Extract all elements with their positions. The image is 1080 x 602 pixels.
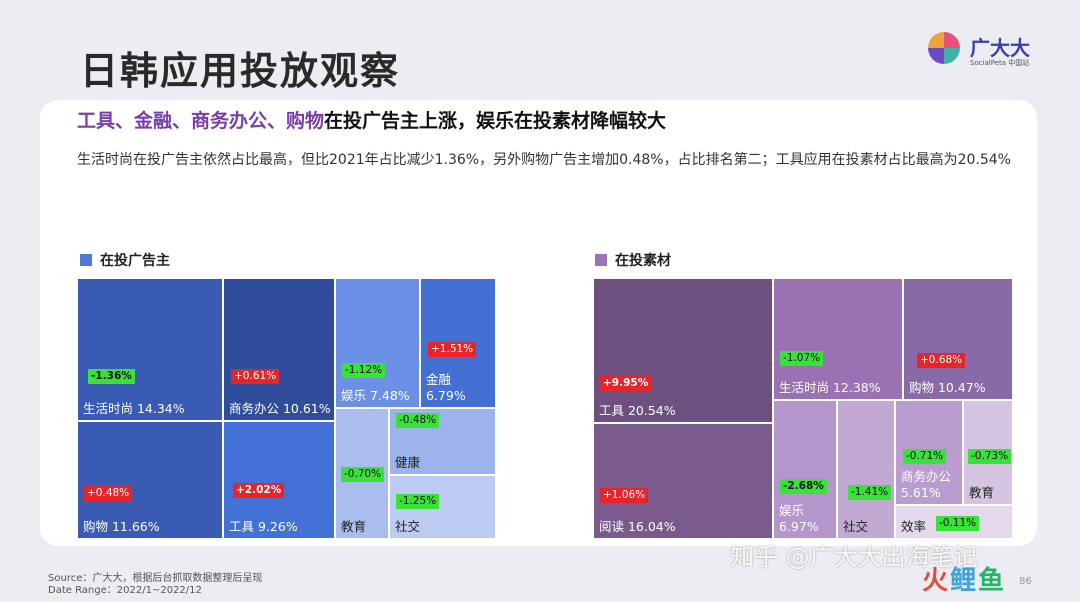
treemap-cell-label-line: 工具 9.26% xyxy=(229,519,298,534)
change-badge: -2.68% xyxy=(780,479,827,494)
treemap-cell-label: 教育 xyxy=(969,485,994,501)
treemap-cell: 教育 -0.73% xyxy=(963,400,1013,505)
change-badge: -0.70% xyxy=(341,467,385,482)
source-note: Source：广大大，根据后台抓取数据整理后呈现 Date Range：2022… xyxy=(48,573,262,597)
change-badge: -0.48% xyxy=(396,413,440,428)
treemap-cell: 商务办公 5.61% -0.71% xyxy=(895,400,963,505)
change-badge: -0.71% xyxy=(903,449,947,464)
treemap-cell-label: 商务办公 5.61% xyxy=(901,469,951,501)
treemap-cell-label: 教育 xyxy=(341,519,366,535)
treemap-cell-label: 效率 xyxy=(901,519,926,535)
treemap-cell: 健康 -0.48% xyxy=(389,408,496,475)
treemap-cell-label-line: 社交 xyxy=(395,519,421,534)
treemap-cell: 社交 -1.41% xyxy=(837,400,895,539)
treemap-cell-label: 工具 9.26% xyxy=(229,519,298,535)
legend-advertisers: 在投广告主 xyxy=(80,250,170,270)
logo-sub-text: SocialPeta 中国站 xyxy=(970,59,1030,67)
legend-label-advertisers: 在投广告主 xyxy=(100,253,170,269)
change-badge: +1.51% xyxy=(428,342,477,357)
treemap-cell-label-line: 购物 11.66% xyxy=(83,519,160,534)
change-badge: -1.36% xyxy=(88,369,135,384)
treemap-cell: 购物 10.47% +0.68% xyxy=(903,278,1013,400)
treemap-cell-label-line: 6.79% xyxy=(426,388,466,403)
legend-label-creatives: 在投素材 xyxy=(615,253,671,269)
change-badge: +0.61% xyxy=(231,369,280,384)
change-badge: +0.48% xyxy=(84,486,133,501)
treemap-cell-label: 商务办公 10.61% xyxy=(229,401,331,417)
treemap-cell-label-line: 阅读 16.04% xyxy=(599,519,676,534)
treemap-cell-label-line: 娱乐 7.48% xyxy=(341,388,410,403)
treemap-cell-label: 社交 xyxy=(395,519,420,535)
treemap-cell-label: 生活时尚 12.38% xyxy=(779,380,881,396)
watermark-logo: 火鲤鱼 xyxy=(922,566,1007,596)
treemap-cell: 金融 6.79% +1.51% xyxy=(420,278,496,408)
treemap-cell: 效率 -0.11% xyxy=(895,505,1013,539)
treemap-cell: 生活时尚 12.38% -1.07% xyxy=(773,278,903,400)
treemap-cell-label-line: 5.61% xyxy=(901,485,941,500)
treemap-cell: 生活时尚 14.34% -1.36% xyxy=(77,278,223,421)
legend-creatives: 在投素材 xyxy=(595,250,671,270)
treemap-cell-label-line: 商务办公 10.61% xyxy=(229,401,331,416)
treemap-cell-label-line: 金融 xyxy=(426,372,452,387)
treemap-cell-label-line: 社交 xyxy=(843,519,869,534)
treemap-cell: 阅读 16.04% +1.06% xyxy=(593,423,773,539)
treemap-cell-label: 工具 20.54% xyxy=(599,403,676,419)
treemap-cell-label: 购物 11.66% xyxy=(83,519,160,535)
treemap-cell-label: 阅读 16.04% xyxy=(599,519,676,535)
treemap-cell-label: 社交 xyxy=(843,519,868,535)
treemap-cell: 购物 11.66% +0.48% xyxy=(77,421,223,539)
treemap-cell: 商务办公 10.61% +0.61% xyxy=(223,278,335,421)
treemap-cell-label-line: 工具 20.54% xyxy=(599,403,676,418)
treemap-cell-label-line: 生活时尚 12.38% xyxy=(779,380,881,395)
brand-logo: 广大大 SocialPeta 中国站 xyxy=(926,30,1056,70)
treemap-cell: 娱乐 7.48% -1.12% xyxy=(335,278,420,408)
treemap-advertisers: 生活时尚 14.34% -1.36% 购物 11.66% +0.48% 商务办公 10.… xyxy=(77,278,496,539)
headline: 工具、金融、商务办公、购物在投广告主上涨，娱乐在投素材降幅较大 xyxy=(77,106,666,133)
treemap-cell-label: 娱乐 6.97% xyxy=(779,503,819,535)
treemap-cell-label-line: 商务办公 xyxy=(901,469,952,484)
change-badge: +1.06% xyxy=(600,488,649,503)
treemap-cell-label-line: 娱乐 xyxy=(779,503,805,518)
change-badge: +0.68% xyxy=(917,353,966,368)
change-badge: +9.95% xyxy=(600,376,652,391)
treemap-cell: 工具 9.26% +2.02% xyxy=(223,421,335,539)
change-badge: -1.07% xyxy=(780,351,824,366)
source-line-1: Source：广大大，根据后台抓取数据整理后呈现 xyxy=(48,573,263,584)
headline-highlight: 工具、金融、商务办公、购物 xyxy=(77,110,325,132)
treemap-cell: 社交 -1.25% xyxy=(389,475,496,539)
watermark-text: 知乎 @广大大出海笔记 xyxy=(730,543,978,571)
treemap-cell-label: 娱乐 7.48% xyxy=(341,388,410,404)
change-badge: +2.02% xyxy=(233,483,285,498)
treemap-creatives: 工具 20.54% +9.95% 阅读 16.04% +1.06% 生活时尚 12.38… xyxy=(593,278,1013,539)
treemap-cell-label: 金融 6.79% xyxy=(426,372,466,404)
treemap-cell-label: 生活时尚 14.34% xyxy=(83,401,185,417)
logo-brand-text: 广大大 xyxy=(970,36,1030,60)
treemap-cell-label-line: 教育 xyxy=(969,485,995,500)
legend-swatch-creatives xyxy=(595,254,607,266)
treemap-cell: 工具 20.54% +9.95% xyxy=(593,278,773,423)
treemap-cell: 娱乐 6.97% -2.68% xyxy=(773,400,837,539)
page-number: 86 xyxy=(1019,576,1032,587)
treemap-cell-label-line: 健康 xyxy=(395,455,421,470)
change-badge: -1.25% xyxy=(396,494,440,509)
page-title: 日韩应用投放观察 xyxy=(80,49,401,93)
change-badge: -0.11% xyxy=(936,516,980,531)
treemap-cell-label: 购物 10.47% xyxy=(909,380,986,396)
logo-icon xyxy=(928,32,960,64)
description: 生活时尚在投广告主依然占比最高，但比2021年占比减少1.36%，另外购物广告主… xyxy=(77,152,1011,168)
treemap-cell: 教育 -0.70% xyxy=(335,408,389,539)
treemap-cell-label-line: 6.97% xyxy=(779,519,819,534)
treemap-cell-label-line: 效率 xyxy=(901,519,927,534)
treemap-cell-label-line: 生活时尚 14.34% xyxy=(83,401,185,416)
source-line-2: Date Range：2022/1~2022/12 xyxy=(48,585,202,596)
treemap-cell-label: 健康 xyxy=(395,455,420,471)
change-badge: -0.73% xyxy=(968,449,1012,464)
legend-swatch-advertisers xyxy=(80,254,92,266)
treemap-cell-label-line: 购物 10.47% xyxy=(909,380,986,395)
headline-rest: 在投广告主上涨，娱乐在投素材降幅较大 xyxy=(324,110,667,132)
change-badge: -1.12% xyxy=(342,363,386,378)
change-badge: -1.41% xyxy=(848,485,892,500)
treemap-cell-label-line: 教育 xyxy=(341,519,367,534)
